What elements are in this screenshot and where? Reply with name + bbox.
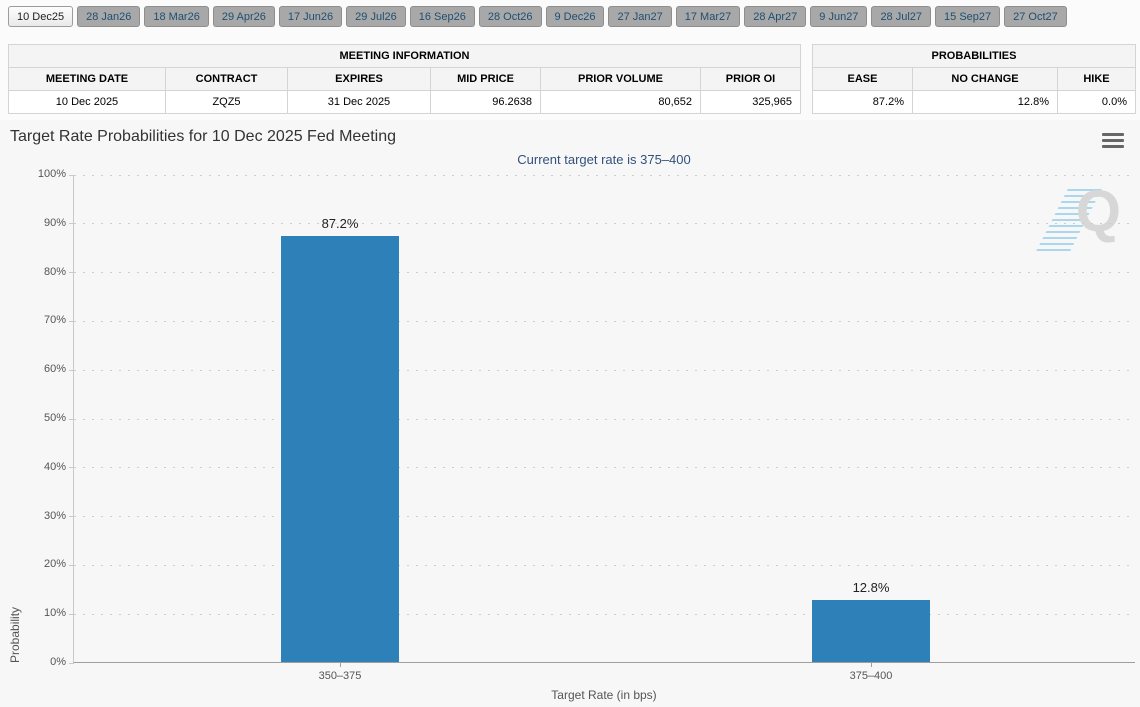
bar-data-label: 12.8% <box>852 580 890 595</box>
tab-16-sep26[interactable]: 16 Sep26 <box>409 6 475 27</box>
meeting-info-table-row: 10 Dec 2025 ZQZ5 31 Dec 2025 96.2638 80,652 3… <box>8 90 801 114</box>
chart-title: Target Rate Probabilities for 10 Dec 202… <box>10 128 396 145</box>
tab-28-apr27[interactable]: 28 Apr27 <box>744 6 807 27</box>
x-axis-category-label: 375–400 <box>849 670 893 682</box>
meeting-info-column-header: MID PRICE <box>430 67 541 91</box>
tab-9-dec26[interactable]: 9 Dec26 <box>545 6 605 27</box>
y-axis-tick <box>69 223 74 225</box>
menu-bar <box>1102 133 1124 136</box>
y-gridline <box>74 369 1135 371</box>
quikstrike-watermark: Q <box>1034 179 1121 261</box>
x-axis-title: Target Rate (in bps) <box>551 688 657 702</box>
y-axis-tick-label: 20% <box>43 558 66 571</box>
tab-28-jul27[interactable]: 28 Jul27 <box>871 6 932 27</box>
hamburger-menu-icon[interactable] <box>1102 133 1124 148</box>
y-gridline <box>74 613 1135 615</box>
y-gridline <box>74 320 1135 322</box>
tab-29-jul26[interactable]: 29 Jul26 <box>346 6 406 27</box>
target-rate-probability-chart: Target Rate Probabilities for 10 Dec 202… <box>0 120 1140 707</box>
tab-29-apr26[interactable]: 29 Apr26 <box>212 6 275 27</box>
y-gridline <box>74 174 1135 176</box>
meeting-info-value-cell: 31 Dec 2025 <box>287 90 431 114</box>
y-axis-tick <box>69 613 74 615</box>
meeting-info-column-header: PRIOR VOLUME <box>540 67 701 91</box>
tab-18-mar26[interactable]: 18 Mar26 <box>144 6 209 27</box>
probability-bar-375-400[interactable] <box>812 600 930 662</box>
meeting-info-column-header: CONTRACT <box>165 67 288 91</box>
y-axis-tick <box>69 516 74 518</box>
y-axis-tick <box>69 174 74 176</box>
probabilities-value-cell: 0.0% <box>1057 90 1136 114</box>
meeting-info-value-cell: 96.2638 <box>430 90 541 114</box>
probabilities-table-row: 87.2% 12.8% 0.0% <box>812 90 1136 114</box>
tab-27-jan27[interactable]: 27 Jan27 <box>608 6 672 27</box>
y-axis-tick <box>69 467 74 469</box>
y-gridline <box>74 418 1135 420</box>
probabilities-value-cell: 12.8% <box>912 90 1058 114</box>
plot-area: Q 100% 90% 80% 70% 60% 50% 40% 30% 20% 10% 0% 87.2%… <box>38 168 1135 682</box>
meeting-info-value-cell: 10 Dec 2025 <box>8 90 166 114</box>
tab-28-jan26[interactable]: 28 Jan26 <box>77 6 141 27</box>
y-axis-tick-label: 80% <box>43 265 66 278</box>
tab-15-sep27[interactable]: 15 Sep27 <box>935 6 1001 27</box>
tab-9-jun27[interactable]: 9 Jun27 <box>810 6 868 27</box>
meeting-info-value-cell: ZQZ5 <box>165 90 288 114</box>
probabilities-column-header: EASE <box>812 67 913 91</box>
tab-17-jun26[interactable]: 17 Jun26 <box>278 6 343 27</box>
y-axis-tick-label: 60% <box>43 363 66 376</box>
y-axis-tick <box>69 564 74 566</box>
y-axis-tick-label: 50% <box>43 412 66 424</box>
meeting-info-value-cell: 80,652 <box>540 90 701 114</box>
probabilities-column-header: HIKE <box>1057 67 1136 91</box>
menu-bar <box>1102 139 1124 142</box>
y-gridline <box>74 516 1135 518</box>
x-axis-category-label: 350–375 <box>318 670 362 682</box>
y-axis-tick-label: 10% <box>43 607 66 620</box>
y-gridline <box>74 467 1135 469</box>
probabilities-column-header: NO CHANGE <box>912 67 1058 91</box>
y-axis-tick <box>69 369 74 371</box>
y-axis-tick-label: 40% <box>43 460 66 473</box>
y-gridline <box>74 223 1135 225</box>
y-axis-tick-label: 30% <box>43 509 66 522</box>
tab-27-oct27[interactable]: 27 Oct27 <box>1004 6 1067 27</box>
probability-bar-350-375[interactable] <box>281 236 399 662</box>
y-axis-tick-label: 0% <box>50 656 66 668</box>
x-axis-tick <box>340 662 341 667</box>
tab-28-oct26[interactable]: 28 Oct26 <box>478 6 542 27</box>
meeting-date-tabbar: 10 Dec25 28 Jan26 18 Mar26 29 Apr26 17 Jun26… <box>8 6 1071 27</box>
tab-17-mar27[interactable]: 17 Mar27 <box>675 6 741 27</box>
probabilities-table-title: PROBABILITIES <box>812 44 1136 68</box>
meeting-information-table: MEETING INFORMATION MEETING DATE CONTRACT E… <box>8 44 801 114</box>
y-axis-tick-label: 100% <box>37 168 66 180</box>
tab-10-dec25[interactable]: 10 Dec25 <box>8 6 74 27</box>
y-axis-tick <box>69 320 74 322</box>
meeting-info-column-header: EXPIRES <box>287 67 431 91</box>
y-axis-tick-label: 90% <box>43 216 66 229</box>
y-axis-tick <box>69 418 74 420</box>
meeting-info-table-title: MEETING INFORMATION <box>8 44 801 68</box>
chart-subtitle: Current target rate is 375–400 <box>517 152 691 167</box>
meeting-info-value-cell: 325,965 <box>700 90 801 114</box>
x-axis-tick <box>871 662 872 667</box>
menu-bar <box>1102 145 1124 148</box>
y-axis-tick <box>69 272 74 274</box>
y-gridline <box>74 564 1135 566</box>
probabilities-table: PROBABILITIES EASE NO CHANGE HIKE 87.2% 12.8%… <box>812 44 1136 114</box>
meeting-info-column-header: MEETING DATE <box>8 67 166 91</box>
y-gridline <box>74 272 1135 274</box>
quikstrike-q-logo-icon: Q <box>1075 179 1121 244</box>
meeting-info-column-header: PRIOR OI <box>700 67 801 91</box>
probabilities-value-cell: 87.2% <box>812 90 913 114</box>
bar-data-label: 87.2% <box>321 216 359 231</box>
y-axis-tick <box>69 662 74 664</box>
y-axis-tick-label: 70% <box>43 314 66 327</box>
